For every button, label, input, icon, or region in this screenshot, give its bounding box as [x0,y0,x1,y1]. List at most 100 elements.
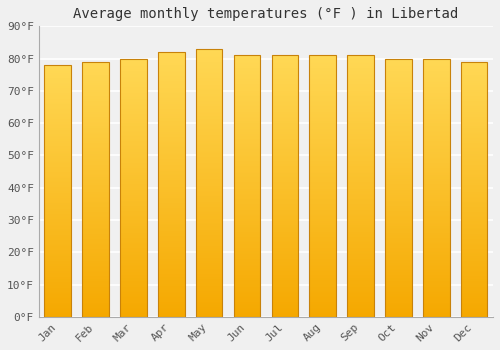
Bar [272,91,298,92]
Bar [158,84,184,85]
Bar [272,157,298,159]
Bar [158,182,184,183]
Bar [44,283,71,284]
Bar [310,105,336,106]
Bar [348,315,374,317]
Bar [196,274,222,275]
Bar [234,136,260,138]
Bar [196,229,222,230]
Bar [82,110,109,112]
Bar [44,113,71,114]
Bar [196,254,222,255]
Bar [44,166,71,167]
Bar [423,185,450,187]
Bar [310,70,336,71]
Bar [385,157,411,158]
Bar [120,141,146,142]
Bar [196,97,222,98]
Bar [82,256,109,257]
Bar [234,101,260,103]
Bar [423,236,450,237]
Bar [423,178,450,180]
Bar [348,301,374,302]
Bar [461,194,487,196]
Bar [348,215,374,216]
Bar [44,128,71,129]
Bar [234,59,260,61]
Bar [348,203,374,204]
Bar [196,230,222,231]
Bar [385,126,411,127]
Bar [120,296,146,297]
Bar [234,92,260,93]
Bar [310,62,336,63]
Bar [272,245,298,246]
Bar [158,106,184,108]
Bar [44,143,71,144]
Bar [348,88,374,89]
Bar [310,94,336,96]
Bar [461,95,487,96]
Bar [234,87,260,88]
Bar [461,109,487,110]
Bar [82,299,109,300]
Bar [272,265,298,266]
Bar [234,55,260,317]
Bar [272,236,298,237]
Bar [461,276,487,277]
Bar [120,220,146,221]
Bar [196,313,222,314]
Bar [82,271,109,272]
Bar [82,303,109,304]
Bar [423,128,450,130]
Bar [310,80,336,82]
Bar [310,125,336,126]
Bar [158,301,184,302]
Bar [423,207,450,208]
Bar [120,190,146,191]
Bar [44,289,71,290]
Bar [82,257,109,258]
Bar [461,199,487,201]
Bar [196,279,222,281]
Bar [120,130,146,131]
Bar [348,233,374,235]
Bar [82,81,109,82]
Bar [348,83,374,84]
Bar [348,257,374,258]
Bar [234,297,260,299]
Bar [158,276,184,277]
Bar [120,161,146,162]
Bar [158,179,184,181]
Bar [385,90,411,91]
Bar [234,70,260,71]
Bar [196,113,222,114]
Bar [120,150,146,152]
Bar [120,225,146,226]
Bar [120,133,146,135]
Bar [310,132,336,134]
Bar [461,73,487,75]
Title: Average monthly temperatures (°F ) in Libertad: Average monthly temperatures (°F ) in Li… [74,7,458,21]
Bar [348,140,374,142]
Bar [423,194,450,195]
Bar [158,237,184,239]
Bar [310,231,336,232]
Bar [82,182,109,183]
Bar [234,112,260,113]
Bar [158,187,184,188]
Bar [348,290,374,292]
Bar [196,139,222,140]
Bar [348,97,374,98]
Bar [234,256,260,257]
Bar [385,61,411,62]
Bar [423,70,450,71]
Bar [348,172,374,173]
Bar [348,134,374,135]
Bar [423,119,450,120]
Bar [158,130,184,132]
Bar [423,313,450,314]
Bar [385,100,411,101]
Bar [196,49,222,317]
Bar [461,122,487,123]
